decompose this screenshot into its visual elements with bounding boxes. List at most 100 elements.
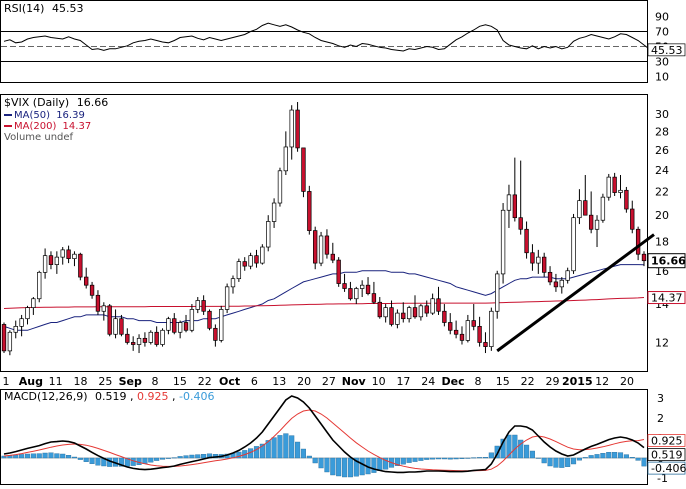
macd-signal-tag-text: 0.925 — [651, 435, 683, 448]
candle — [149, 330, 153, 344]
x-axis-label: 12 — [595, 375, 609, 388]
macd-histogram-bar — [630, 457, 635, 458]
x-axis-label: 11 — [49, 375, 63, 388]
macd-histogram-bar — [49, 453, 54, 458]
macd-header: MACD(12,26,9) 0.519 , 0.925 , -0.406 — [4, 390, 215, 403]
rsi-tick-label: 70 — [655, 26, 669, 39]
price-tick-label: 30 — [655, 108, 669, 121]
candle — [337, 257, 341, 287]
x-axis-label: 15 — [496, 375, 510, 388]
macd-histogram-bar — [442, 458, 447, 459]
macd-histogram-bar — [172, 458, 177, 459]
macd-histogram-bar — [166, 458, 171, 459]
x-axis-label: 2015 — [562, 375, 593, 388]
candle — [37, 271, 41, 302]
candle — [607, 174, 611, 201]
svg-text:MA(50) 16.39: MA(50) 16.39 — [14, 110, 85, 121]
rsi-tick-label: 10 — [655, 71, 669, 84]
macd-histogram-bar — [283, 434, 288, 458]
macd-histogram-bar — [190, 455, 195, 458]
price-tick-label: 22 — [655, 185, 669, 198]
macd-histogram-bar — [78, 458, 83, 460]
x-axis-label: 17 — [396, 375, 410, 388]
macd-hist-value: -0.406 — [179, 390, 214, 403]
rsi-label: RSI(14) — [4, 2, 44, 15]
macd-histogram-bar — [13, 455, 18, 458]
x-axis-label: 29 — [545, 375, 559, 388]
x-axis-label: 22 — [198, 375, 212, 388]
macd-histogram-bar — [37, 454, 42, 458]
macd-histogram-bar — [301, 449, 306, 458]
ma50-value: 16.39 — [56, 110, 85, 121]
x-axis-label: 20 — [297, 375, 311, 388]
price-tick-label: 26 — [655, 144, 669, 157]
macd-histogram-bar — [330, 458, 335, 475]
macd-histogram-bar — [606, 452, 611, 458]
macd-histogram-bar — [96, 458, 101, 465]
candle — [79, 253, 83, 281]
ma200-value: 14.37 — [63, 121, 92, 132]
candle — [108, 304, 112, 336]
macd-value-tag-text: 0.519 — [651, 449, 683, 462]
macd-histogram-bar — [336, 458, 341, 476]
macd-histogram-bar — [583, 457, 588, 458]
macd-histogram-bar — [407, 458, 412, 463]
macd-histogram-bar — [342, 458, 347, 477]
macd-label: MACD(12,26,9) — [4, 390, 88, 403]
price-tick-label: 12 — [655, 336, 669, 349]
macd-histogram-bar — [25, 454, 30, 458]
macd-tick-label: 3 — [657, 392, 664, 405]
candle — [490, 308, 494, 351]
macd-histogram-bar — [43, 453, 48, 458]
x-axis-label: Oct — [219, 375, 240, 388]
ma50-label: MA(50) — [14, 110, 50, 121]
macd-histogram-bar — [31, 454, 36, 458]
x-axis-label: 10 — [372, 375, 386, 388]
macd-histogram-bar — [571, 458, 576, 464]
macd-histogram-bar — [66, 455, 71, 458]
macd-tick-label: 2 — [657, 412, 664, 425]
macd-histogram-bar — [636, 458, 641, 460]
price-title: $VIX (Daily) — [4, 96, 69, 109]
macd-histogram-bar — [313, 458, 318, 463]
macd-histogram-bar — [72, 457, 77, 458]
price-last-tag-text: 16.66 — [651, 255, 686, 268]
macd-histogram-bar — [524, 445, 529, 458]
macd-histogram-bar — [401, 458, 406, 464]
svg-text:RSI(14) 45.53: RSI(14) 45.53 — [4, 2, 83, 15]
macd-histogram-bar — [60, 454, 65, 458]
macd-histogram-bar — [295, 442, 300, 458]
macd-histogram-bar — [612, 452, 617, 458]
macd-histogram-bar — [601, 453, 606, 458]
x-axis-label: 6 — [251, 375, 258, 388]
macd-histogram-bar — [348, 458, 353, 477]
macd-histogram-bar — [289, 436, 294, 458]
macd-histogram-bar — [137, 458, 142, 465]
candle — [572, 214, 576, 274]
price-panel — [1, 95, 648, 372]
macd-panel — [1, 390, 648, 485]
macd-histogram-bar — [325, 458, 330, 472]
price-tick-label: 28 — [655, 125, 669, 138]
macd-histogram-bar — [436, 458, 441, 459]
macd-histogram-bar — [148, 458, 153, 462]
candle — [501, 203, 505, 284]
price-tick-label: 24 — [655, 164, 669, 177]
macd-histogram-bar — [307, 456, 312, 458]
x-axis-label: 13 — [272, 375, 286, 388]
candle — [261, 244, 265, 264]
candle — [601, 194, 605, 223]
macd-histogram-bar — [554, 458, 559, 467]
rsi-value-tag-text: 45.53 — [651, 44, 683, 57]
price-tick-label: 20 — [655, 209, 669, 222]
macd-histogram-bar — [542, 458, 547, 463]
macd-histogram-bar — [131, 458, 136, 466]
candle — [319, 232, 323, 266]
macd-histogram-bar — [19, 454, 24, 458]
candle — [237, 259, 241, 282]
macd-histogram-bar — [201, 454, 206, 458]
macd-histogram-bar — [489, 453, 494, 458]
macd-histogram-bar — [319, 458, 324, 468]
rsi-value: 45.53 — [52, 2, 84, 15]
